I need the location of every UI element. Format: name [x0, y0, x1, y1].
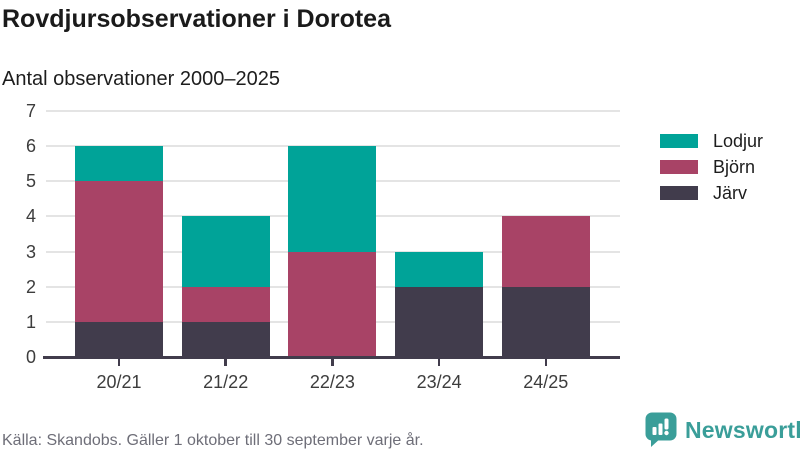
bar-segment-järv-23/24: [395, 286, 484, 357]
legend-label: Björn: [713, 157, 756, 177]
y-tick-label: 2: [25, 276, 36, 297]
y-tick-label: 3: [25, 241, 36, 262]
x-tick-label: 24/25: [523, 372, 569, 392]
x-axis-line: [43, 355, 620, 359]
bar-segment-lodjur-21/22: [181, 216, 270, 287]
x-tick-label: 22/23: [309, 372, 355, 392]
x-tick: [437, 358, 441, 366]
bar-segment-björn-22/23: [288, 251, 377, 357]
bar-segment-järv-20/21: [75, 321, 163, 357]
gridline-7: [46, 110, 620, 112]
bar-segment-lodjur-22/23: [288, 146, 377, 252]
bar-segment-björn-20/21: [75, 181, 163, 322]
legend-swatch-björn: [660, 160, 698, 174]
bar-segment-lodjur-23/24: [395, 251, 484, 287]
bar-segment-björn-21/22: [181, 286, 270, 322]
x-tick: [331, 358, 334, 366]
bar-segment-björn-24/25: [501, 216, 590, 287]
y-tick-label: 4: [25, 206, 36, 227]
y-tick-label: 0: [25, 347, 36, 367]
bar-segment-järv-24/25: [501, 286, 590, 357]
x-tick-label: 23/24: [416, 372, 462, 392]
y-tick-label: 6: [25, 136, 36, 157]
legend-label: Järv: [713, 183, 748, 203]
chart-title: Rovdjursobservationer i Dorotea: [2, 5, 391, 33]
chart-subtitle: Antal observationer 2000–2025: [2, 68, 280, 90]
newsworthy-icon: [645, 412, 677, 447]
legend-swatch-järv: [660, 186, 698, 200]
source-note: Källa: Skandobs. Gäller 1 oktober till 3…: [2, 432, 424, 449]
x-tick-label: 20/21: [96, 372, 142, 392]
x-tick: [544, 358, 548, 366]
y-tick-label: 5: [25, 171, 36, 192]
newsworthy-wordmark: Newsworthy: [685, 417, 800, 443]
newsworthy-logo[interactable]: Newsworthy: [645, 412, 800, 448]
x-tick-label: 21/22: [203, 372, 249, 392]
x-tick: [224, 358, 227, 366]
legend-label: Lodjur: [713, 131, 764, 151]
bar-segment-järv-21/22: [181, 321, 270, 357]
y-tick-label: 1: [25, 311, 36, 332]
bar-segment-lodjur-20/21: [75, 146, 163, 182]
legend-swatch-lodjur: [660, 134, 698, 148]
x-tick: [117, 358, 121, 366]
y-tick-label: 7: [25, 101, 36, 121]
